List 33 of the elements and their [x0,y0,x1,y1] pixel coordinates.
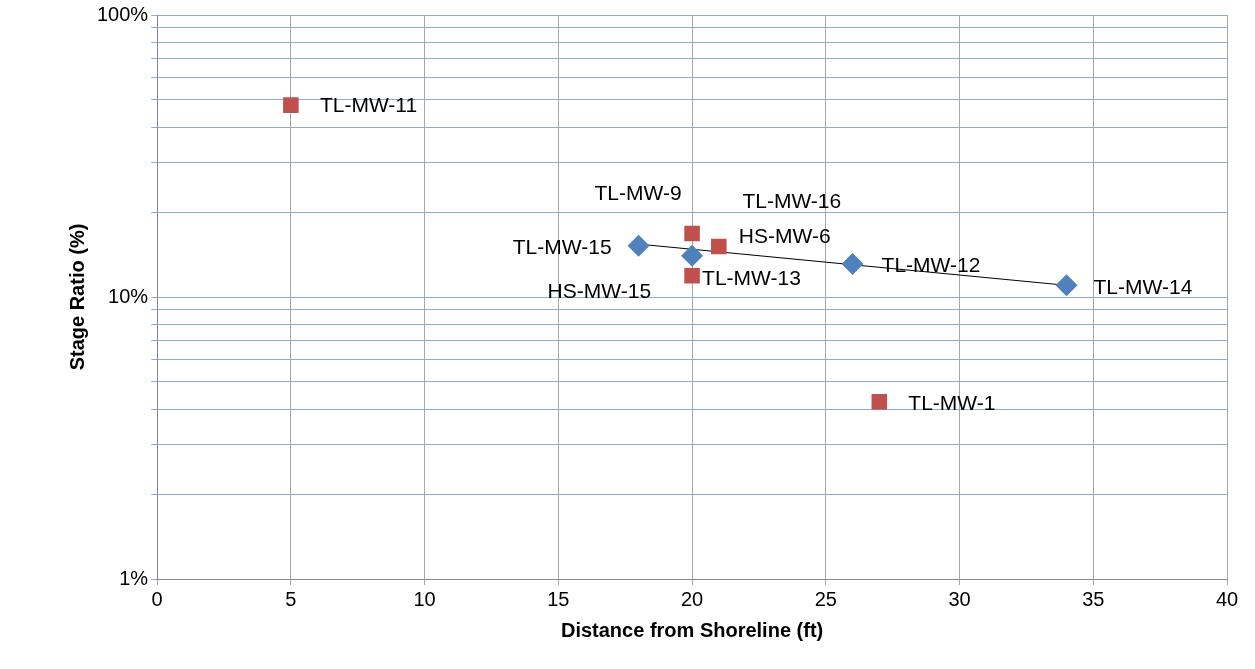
annotation: HS-MW-6 [738,224,831,248]
x-tick-label: 25 [814,587,837,610]
annotation: HS-MW-15 [547,278,652,302]
point [1055,274,1078,297]
annotation: TL-MW-1 [908,390,996,414]
point [841,252,864,275]
y-tick-label: 10% [108,284,149,307]
x-tick-label: 15 [547,587,570,610]
annotation: TL-MW-9 [594,181,682,205]
x-tick-label: 5 [285,587,297,610]
x-tick-label: 10 [413,587,436,610]
y-tick-label: 1% [119,566,149,589]
point [684,225,700,242]
point [283,97,299,113]
annotation: TL-MW-16 [742,189,842,213]
x-tick-label: 35 [1082,587,1105,610]
y-tick-label: 100% [97,2,149,25]
point [684,267,700,284]
x-tick-label: 0 [151,587,163,610]
annotation: TL-MW-14 [1093,275,1193,299]
point [627,234,650,257]
point [711,238,727,255]
point [871,394,888,410]
x-tick-label: 40 [1215,587,1239,610]
annotation: TL-MW-11 [319,92,418,116]
point [681,244,704,267]
x-tick-label: 30 [948,587,971,610]
annotation: TL-MW-15 [512,234,612,258]
y-axis-title: Stage Ratio (%) [65,223,88,371]
annotation: TL-MW-13 [702,266,801,290]
x-tick-label: 20 [680,587,704,610]
x-axis-title: Distance from Shoreline (ft) [560,618,824,641]
annotation: TL-MW-12 [881,252,981,276]
